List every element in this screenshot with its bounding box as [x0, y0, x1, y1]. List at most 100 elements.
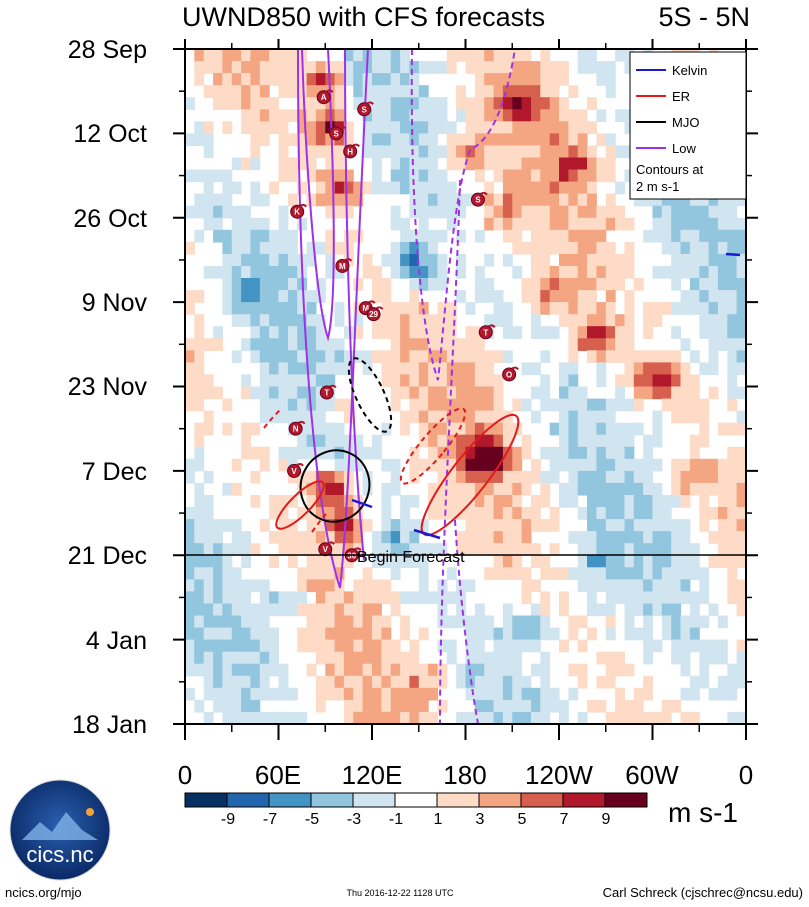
- anomaly-cell: [241, 386, 251, 400]
- anomaly-cell: [315, 675, 326, 689]
- anomaly-cell: [390, 458, 401, 472]
- anomaly-cell: [559, 711, 569, 724]
- anomaly-cell: [325, 639, 336, 653]
- anomaly-cell: [680, 410, 691, 424]
- anomaly-cell: [474, 446, 485, 460]
- anomaly-cell: [456, 398, 466, 412]
- anomaly-cell: [325, 446, 336, 460]
- anomaly-cell: [446, 446, 457, 460]
- anomaly-cell: [287, 266, 298, 279]
- anomaly-cell: [446, 314, 457, 327]
- anomaly-cell: [493, 434, 504, 448]
- anomaly-cell: [381, 699, 392, 713]
- anomaly-cell: [643, 687, 653, 701]
- anomaly-cell: [315, 482, 326, 496]
- anomaly-cell: [325, 687, 336, 701]
- anomaly-cell: [362, 253, 373, 267]
- anomaly-cell: [213, 519, 223, 532]
- anomaly-cell: [624, 627, 635, 641]
- anomaly-cell: [615, 422, 625, 436]
- anomaly-cell: [269, 398, 279, 412]
- anomaly-cell: [250, 446, 261, 460]
- anomaly-cell: [474, 97, 485, 110]
- anomaly-cell: [446, 181, 457, 195]
- anomaly-cell: [213, 386, 223, 400]
- anomaly-cell: [465, 61, 476, 74]
- anomaly-cell: [222, 699, 233, 713]
- anomaly-cell: [493, 543, 504, 556]
- anomaly-cell: [680, 338, 691, 351]
- anomaly-cell: [680, 639, 691, 653]
- anomaly-cell: [250, 639, 261, 653]
- anomaly-cell: [325, 253, 336, 267]
- anomaly-cell: [297, 603, 308, 617]
- anomaly-cell: [362, 615, 373, 629]
- anomaly-cell: [194, 374, 205, 388]
- anomaly-cell: [643, 229, 653, 243]
- anomaly-cell: [549, 422, 560, 436]
- anomaly-cell: [708, 205, 719, 219]
- anomaly-cell: [390, 651, 401, 665]
- anomaly-cell: [624, 169, 635, 183]
- anomaly-cell: [465, 422, 476, 436]
- anomaly-cell: [521, 687, 532, 701]
- anomaly-cell: [540, 711, 551, 724]
- anomaly-cell: [418, 302, 429, 315]
- anomaly-cell: [531, 326, 541, 339]
- anomaly-cell: [596, 434, 607, 448]
- storm-arm-icon: [366, 101, 375, 105]
- anomaly-cell: [699, 651, 710, 665]
- anomaly-cell: [717, 507, 728, 520]
- anomaly-cell: [194, 567, 205, 580]
- anomaly-cell: [465, 410, 476, 424]
- anomaly-cell: [409, 97, 420, 110]
- anomaly-cell: [502, 615, 513, 629]
- anomaly-cell: [231, 639, 242, 653]
- anomaly-cell: [540, 169, 551, 183]
- anomaly-cell: [559, 157, 569, 171]
- anomaly-cell: [315, 61, 326, 74]
- anomaly-cell: [549, 266, 560, 279]
- anomaly-cell: [624, 253, 635, 267]
- anomaly-cell: [409, 121, 420, 134]
- anomaly-cell: [334, 350, 345, 363]
- anomaly-cell: [605, 205, 616, 219]
- anomaly-cell: [577, 579, 588, 593]
- anomaly-cell: [334, 362, 345, 376]
- anomaly-cell: [241, 205, 251, 219]
- anomaly-cell: [493, 85, 504, 98]
- anomaly-cell: [278, 531, 289, 544]
- anomaly-cell: [390, 398, 401, 412]
- anomaly-cell: [409, 398, 420, 412]
- anomaly-cell: [643, 326, 653, 339]
- anomaly-cell: [409, 410, 420, 424]
- anomaly-cell: [334, 543, 345, 556]
- anomaly-cell: [689, 278, 700, 291]
- anomaly-cell: [727, 278, 738, 291]
- anomaly-cell: [343, 495, 354, 508]
- anomaly-cell: [353, 193, 364, 207]
- anomaly-cell: [241, 97, 251, 110]
- low-contour: [297, 49, 369, 589]
- anomaly-cell: [400, 591, 410, 605]
- anomaly-cell: [680, 458, 691, 472]
- anomaly-cell: [437, 350, 448, 363]
- anomaly-cell: [437, 579, 448, 593]
- anomaly-cell: [568, 470, 579, 484]
- anomaly-cell: [400, 495, 410, 508]
- anomaly-cell: [689, 627, 700, 641]
- anomaly-cell: [605, 651, 616, 665]
- anomaly-cell: [680, 229, 691, 243]
- anomaly-cell: [502, 350, 513, 363]
- anomaly-cell: [259, 639, 270, 653]
- anomaly-cell: [587, 422, 597, 436]
- anomaly-cell: [699, 290, 710, 303]
- anomaly-cell: [661, 217, 672, 231]
- anomaly-cell: [474, 711, 485, 724]
- anomaly-cell: [502, 169, 513, 183]
- anomaly-cell: [222, 555, 233, 568]
- anomaly-cell: [334, 591, 345, 605]
- anomaly-cell: [512, 495, 523, 508]
- anomaly-cell: [531, 639, 541, 653]
- anomaly-cell: [699, 591, 710, 605]
